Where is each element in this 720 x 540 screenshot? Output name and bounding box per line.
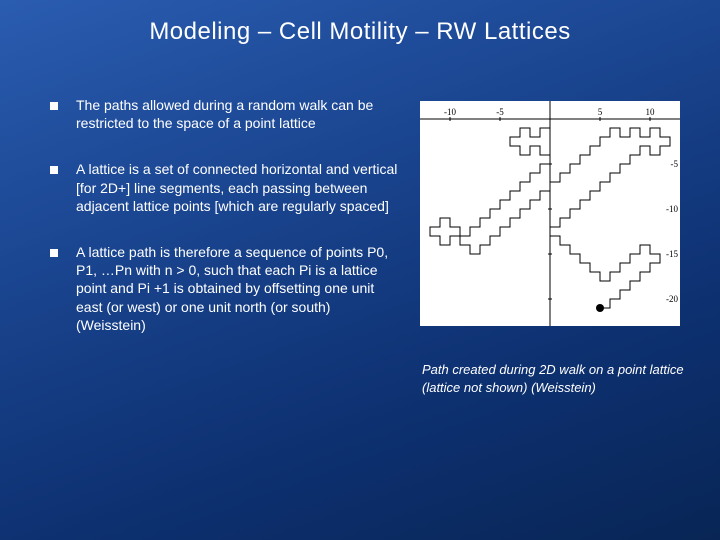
bullet-item: The paths allowed during a random walk c… bbox=[50, 96, 400, 132]
bullet-marker-icon bbox=[50, 102, 58, 110]
figure-caption: Path created during 2D walk on a point l… bbox=[420, 361, 690, 396]
bullet-text: The paths allowed during a random walk c… bbox=[76, 96, 400, 132]
bullet-text: A lattice is a set of connected horizont… bbox=[76, 160, 400, 215]
svg-text:-10: -10 bbox=[444, 107, 456, 117]
bullet-marker-icon bbox=[50, 166, 58, 174]
lattice-walk-figure: -10 -5 5 10 -5 -10 -15 -20 bbox=[420, 101, 680, 326]
bullet-item: A lattice is a set of connected horizont… bbox=[50, 160, 400, 215]
content-area: The paths allowed during a random walk c… bbox=[0, 46, 720, 396]
bullet-text: A lattice path is therefore a sequence o… bbox=[76, 243, 400, 334]
lattice-walk-svg: -10 -5 5 10 -5 -10 -15 -20 bbox=[420, 101, 680, 326]
figure-column: -10 -5 5 10 -5 -10 -15 -20 Path created during … bbox=[420, 96, 690, 396]
svg-text:5: 5 bbox=[598, 107, 603, 117]
svg-text:-10: -10 bbox=[666, 204, 678, 214]
svg-text:-5: -5 bbox=[671, 159, 679, 169]
bullet-list: The paths allowed during a random walk c… bbox=[50, 96, 420, 396]
bullet-item: A lattice path is therefore a sequence o… bbox=[50, 243, 400, 334]
slide-title: Modeling – Cell Motility – RW Lattices bbox=[0, 0, 720, 46]
bullet-marker-icon bbox=[50, 249, 58, 257]
svg-text:-20: -20 bbox=[666, 294, 678, 304]
svg-text:-15: -15 bbox=[666, 249, 678, 259]
svg-text:-5: -5 bbox=[496, 107, 504, 117]
svg-text:10: 10 bbox=[646, 107, 656, 117]
